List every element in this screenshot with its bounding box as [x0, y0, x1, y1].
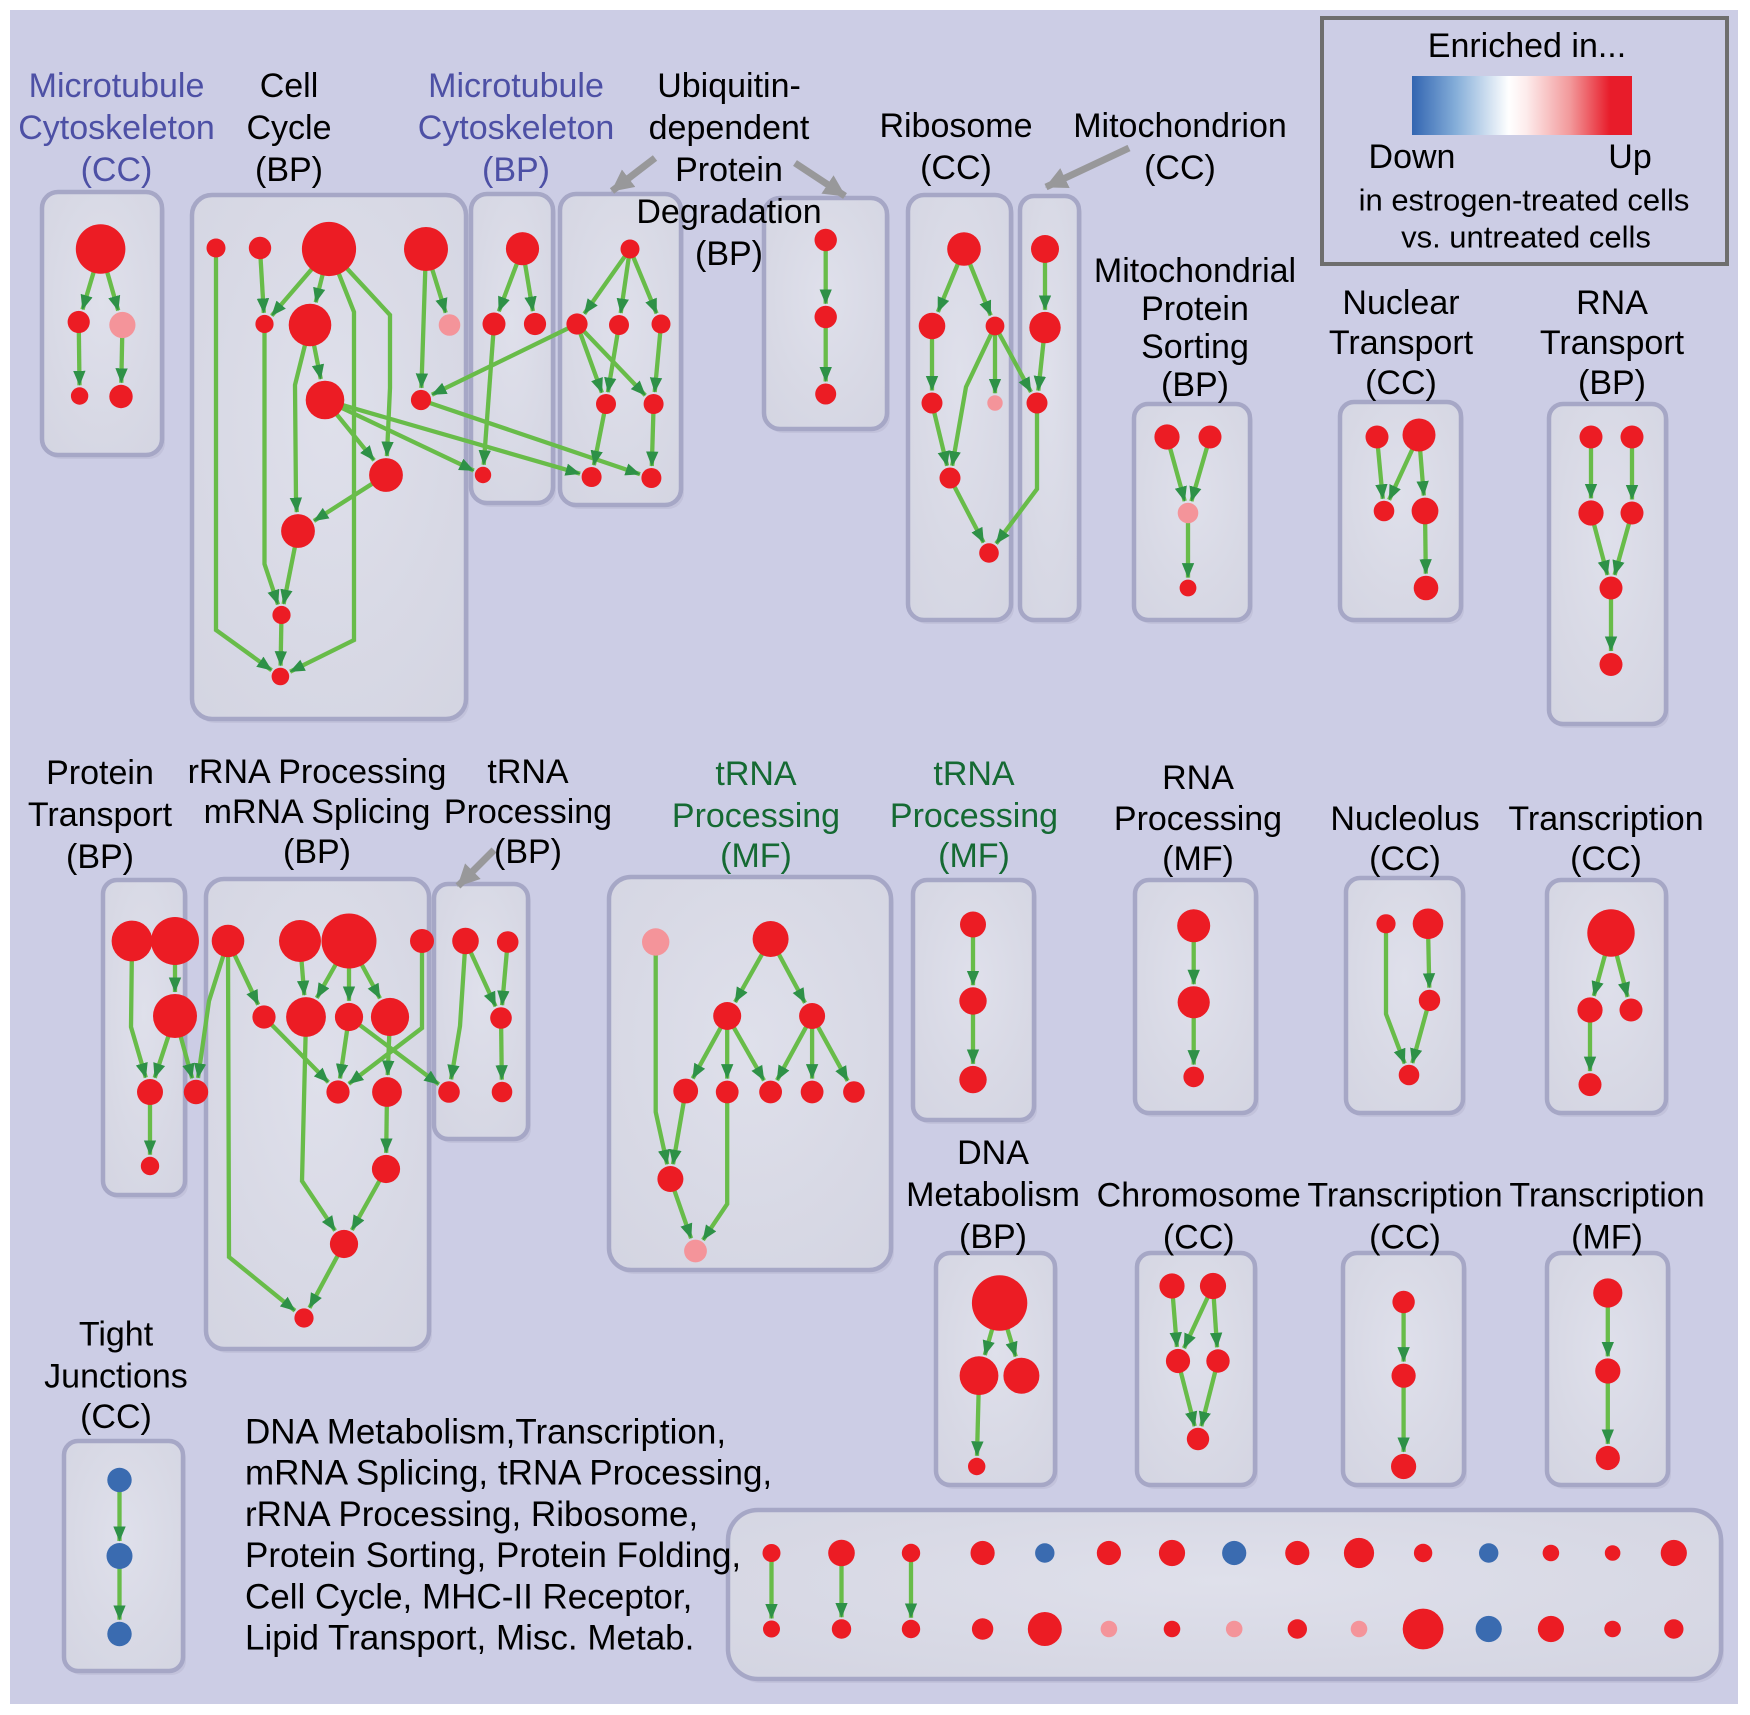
svg-text:Ubiquitin-: Ubiquitin-	[657, 67, 801, 105]
svg-text:(CC): (CC)	[1365, 364, 1437, 402]
svg-text:Sorting: Sorting	[1141, 328, 1249, 366]
svg-text:tRNA: tRNA	[715, 755, 797, 793]
svg-text:tRNA: tRNA	[487, 753, 569, 791]
svg-text:Protein Sorting, Protein Foldi: Protein Sorting, Protein Folding,	[245, 1536, 741, 1575]
svg-text:rRNA Processing, Ribosome,: rRNA Processing, Ribosome,	[245, 1495, 698, 1534]
svg-text:Protein: Protein	[675, 151, 783, 189]
svg-text:Chromosome: Chromosome	[1097, 1177, 1301, 1215]
svg-text:Transport: Transport	[1329, 324, 1474, 362]
svg-text:(CC): (CC)	[1369, 840, 1441, 878]
svg-text:Processing: Processing	[1114, 800, 1282, 838]
svg-text:(BP): (BP)	[494, 833, 562, 871]
svg-text:in estrogen-treated cells: in estrogen-treated cells	[1359, 183, 1690, 218]
svg-text:Up: Up	[1608, 138, 1651, 176]
svg-text:Transcription: Transcription	[1509, 1177, 1704, 1215]
svg-text:(CC): (CC)	[80, 1398, 152, 1436]
svg-text:(CC): (CC)	[920, 149, 992, 187]
svg-text:Processing: Processing	[890, 797, 1058, 835]
svg-text:Processing: Processing	[672, 797, 840, 835]
svg-text:(CC): (CC)	[1144, 149, 1216, 187]
svg-text:Junctions: Junctions	[44, 1357, 188, 1395]
svg-text:(BP): (BP)	[695, 235, 763, 273]
svg-text:dependent: dependent	[649, 109, 810, 147]
svg-text:(CC): (CC)	[1570, 840, 1642, 878]
svg-text:Transcription: Transcription	[1307, 1177, 1502, 1215]
svg-text:Microtubule: Microtubule	[428, 67, 604, 105]
svg-text:Transport: Transport	[28, 796, 173, 834]
svg-text:Microtubule: Microtubule	[29, 67, 205, 105]
svg-text:(MF): (MF)	[720, 837, 792, 875]
svg-text:Cytoskeleton: Cytoskeleton	[418, 109, 615, 147]
svg-text:vs. untreated cells: vs. untreated cells	[1401, 220, 1651, 255]
svg-text:Down: Down	[1369, 138, 1456, 176]
svg-text:Cytoskeleton: Cytoskeleton	[18, 109, 215, 147]
svg-text:tRNA: tRNA	[933, 755, 1015, 793]
svg-text:Metabolism: Metabolism	[906, 1176, 1080, 1214]
svg-text:(MF): (MF)	[1162, 840, 1234, 878]
svg-text:Mitochondrial: Mitochondrial	[1094, 252, 1296, 290]
svg-text:(CC): (CC)	[81, 151, 153, 189]
svg-text:Cell: Cell	[260, 67, 319, 105]
svg-text:(MF): (MF)	[938, 837, 1010, 875]
svg-text:(CC): (CC)	[1369, 1219, 1441, 1257]
svg-text:Ribosome: Ribosome	[879, 107, 1032, 145]
svg-text:(CC): (CC)	[1163, 1219, 1235, 1257]
svg-text:(BP): (BP)	[482, 151, 550, 189]
svg-text:Transcription: Transcription	[1508, 800, 1703, 838]
svg-text:Degradation: Degradation	[636, 193, 821, 231]
svg-text:Cycle: Cycle	[246, 109, 331, 147]
svg-text:Protein: Protein	[1141, 290, 1249, 328]
svg-text:Lipid Transport, Misc. Metab.: Lipid Transport, Misc. Metab.	[245, 1619, 694, 1658]
svg-text:(BP): (BP)	[1161, 366, 1229, 404]
svg-text:Tight: Tight	[79, 1315, 154, 1353]
svg-text:(BP): (BP)	[283, 833, 351, 871]
svg-text:DNA: DNA	[957, 1134, 1029, 1172]
svg-text:Nuclear: Nuclear	[1342, 284, 1459, 322]
svg-text:DNA Metabolism,Transcription,: DNA Metabolism,Transcription,	[245, 1413, 726, 1452]
svg-text:(BP): (BP)	[255, 151, 323, 189]
svg-text:Transport: Transport	[1540, 324, 1685, 362]
svg-text:Mitochondrion: Mitochondrion	[1073, 107, 1287, 145]
svg-text:Cell Cycle, MHC-II Receptor,: Cell Cycle, MHC-II Receptor,	[245, 1578, 692, 1617]
svg-text:(BP): (BP)	[66, 838, 134, 876]
svg-text:mRNA Splicing, tRNA Processing: mRNA Splicing, tRNA Processing,	[245, 1454, 772, 1493]
svg-text:Nucleolus: Nucleolus	[1330, 800, 1479, 838]
svg-text:(MF): (MF)	[1571, 1219, 1643, 1257]
svg-text:RNA: RNA	[1576, 284, 1648, 322]
svg-text:(BP): (BP)	[959, 1218, 1027, 1256]
svg-text:Protein: Protein	[46, 754, 154, 792]
svg-text:rRNA Processing: rRNA Processing	[188, 753, 447, 791]
svg-text:mRNA Splicing: mRNA Splicing	[204, 793, 431, 831]
svg-text:Processing: Processing	[444, 793, 612, 831]
svg-text:(BP): (BP)	[1578, 364, 1646, 402]
svg-text:RNA: RNA	[1162, 759, 1234, 797]
svg-text:Enriched in...: Enriched in...	[1428, 27, 1626, 65]
